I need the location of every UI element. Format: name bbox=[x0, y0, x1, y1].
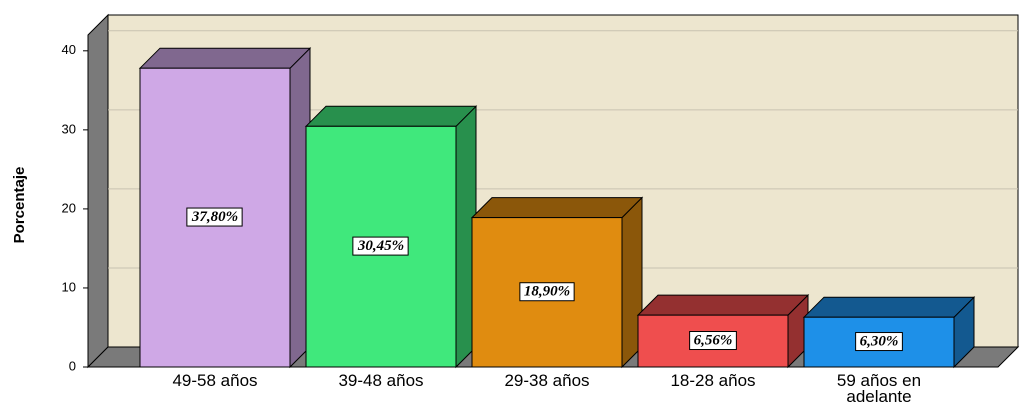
x-tick-label: 49-58 años bbox=[172, 371, 258, 390]
data-label: 6,30% bbox=[860, 334, 899, 350]
x-tick-label: 59 años en adelante bbox=[836, 371, 922, 405]
data-label-box bbox=[186, 207, 243, 227]
x-tick-label: 29-38 años bbox=[504, 371, 590, 390]
bar-top bbox=[304, 105, 478, 127]
data-label-box bbox=[352, 236, 409, 256]
y-tick-label: 0 bbox=[69, 358, 76, 373]
data-label-box bbox=[519, 282, 575, 302]
left-wall bbox=[87, 13, 109, 369]
bar-top bbox=[802, 296, 976, 318]
y-tick-label: 40 bbox=[62, 42, 76, 57]
data-label: 30,45% bbox=[357, 238, 404, 254]
data-label: 18,90% bbox=[524, 284, 570, 300]
y-axis-title: Porcentaje bbox=[11, 167, 28, 244]
bar-top bbox=[470, 197, 644, 219]
data-label: 6,56% bbox=[694, 333, 733, 349]
bar-top bbox=[138, 47, 312, 69]
x-tick-label: 39-48 años bbox=[338, 371, 424, 390]
y-tick-label: 10 bbox=[62, 279, 76, 294]
data-label-box bbox=[855, 332, 903, 352]
y-tick-label: 30 bbox=[62, 121, 76, 136]
bar-top bbox=[636, 294, 810, 316]
x-tick-label: 18-28 años bbox=[670, 371, 756, 390]
y-tick-label: 20 bbox=[62, 200, 76, 215]
data-label-box bbox=[689, 331, 737, 351]
data-label: 37,80% bbox=[191, 209, 238, 225]
